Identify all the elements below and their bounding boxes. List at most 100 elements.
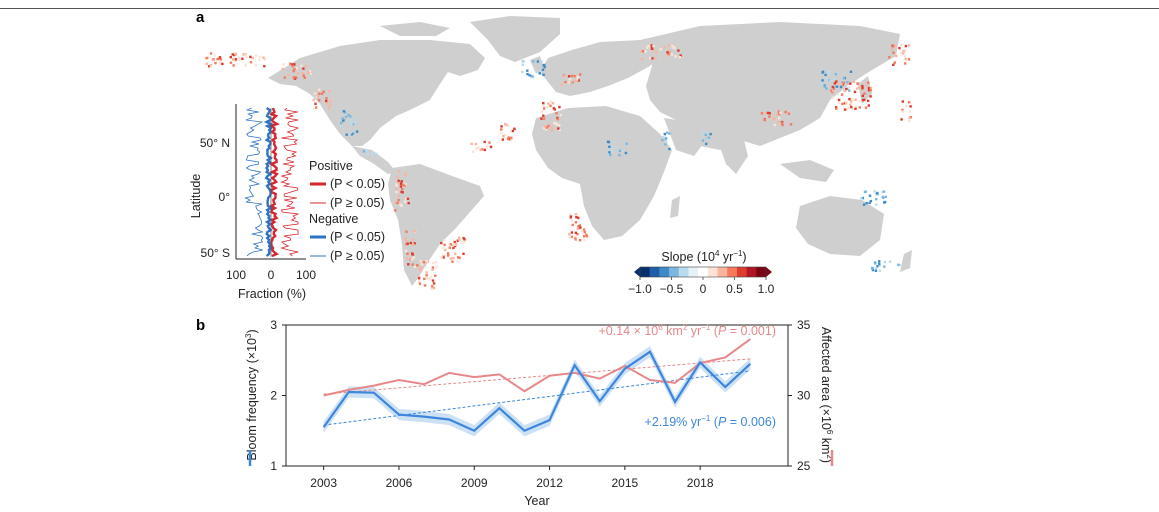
coast-marker xyxy=(888,56,891,59)
coast-marker xyxy=(608,145,611,148)
coast-marker xyxy=(871,267,874,270)
coast-marker xyxy=(281,67,284,71)
coast-marker xyxy=(664,137,668,140)
coast-marker xyxy=(768,112,771,115)
coast-marker xyxy=(555,123,558,126)
coast-marker xyxy=(312,98,315,102)
coast-marker xyxy=(662,136,665,139)
coast-marker xyxy=(671,44,674,48)
coast-marker xyxy=(884,195,887,198)
coast-marker xyxy=(835,106,838,109)
colorbar-low-arrow xyxy=(634,267,640,277)
coast-marker xyxy=(875,198,878,201)
coast-marker xyxy=(878,264,881,267)
coast-marker xyxy=(238,58,241,62)
coast-marker xyxy=(538,72,541,75)
coast-marker xyxy=(579,226,582,229)
coast-marker xyxy=(655,51,658,54)
coast-marker xyxy=(618,154,621,157)
x-tick-label: 2018 xyxy=(687,476,714,490)
inset-ytick-0: 0° xyxy=(219,190,231,204)
coast-marker xyxy=(542,64,545,67)
coast-marker xyxy=(205,62,208,65)
coast-marker xyxy=(883,200,887,204)
coast-marker xyxy=(328,107,331,110)
coast-marker xyxy=(221,62,224,66)
coast-marker xyxy=(863,92,866,95)
coast-marker xyxy=(447,252,450,255)
coast-marker xyxy=(679,54,682,57)
coast-marker xyxy=(667,44,671,47)
coast-marker xyxy=(569,215,573,218)
colorbar-cell xyxy=(746,267,757,277)
coast-marker xyxy=(846,81,849,84)
coast-marker xyxy=(442,256,445,259)
coast-marker xyxy=(540,110,543,113)
coast-marker xyxy=(863,98,866,101)
coast-marker xyxy=(402,183,405,187)
colorbar-tick-label: 0 xyxy=(700,282,707,296)
coast-marker xyxy=(827,72,830,75)
coast-marker xyxy=(869,199,873,203)
coast-marker xyxy=(789,123,793,126)
coast-marker xyxy=(830,89,833,92)
coast-marker xyxy=(532,60,535,63)
coast-marker xyxy=(463,240,466,243)
coast-marker xyxy=(780,121,784,125)
coast-marker xyxy=(577,225,580,228)
coast-marker xyxy=(904,62,907,65)
coast-marker xyxy=(307,71,310,74)
x-tick-label: 2009 xyxy=(461,476,488,490)
coast-marker xyxy=(291,64,295,68)
coast-marker xyxy=(477,146,480,149)
coast-marker xyxy=(852,80,856,83)
coast-marker xyxy=(448,246,451,249)
coast-marker xyxy=(843,70,846,74)
coast-marker xyxy=(411,263,414,266)
coast-marker xyxy=(893,61,896,64)
left-y-tick-label: 3 xyxy=(270,318,277,332)
coast-marker xyxy=(908,101,911,104)
coast-marker xyxy=(861,87,864,90)
coast-marker xyxy=(442,255,445,258)
coast-marker xyxy=(463,238,466,241)
coast-marker xyxy=(232,64,235,67)
coast-marker xyxy=(878,262,881,266)
world-map xyxy=(268,16,912,286)
coast-marker xyxy=(903,54,907,58)
coast-marker xyxy=(568,233,571,236)
coast-marker xyxy=(409,241,412,245)
legend-negative-title: Negative xyxy=(309,212,358,226)
coast-marker xyxy=(322,90,325,93)
coast-marker xyxy=(395,183,398,186)
coast-marker xyxy=(549,100,552,103)
coast-marker xyxy=(350,121,353,125)
coast-marker xyxy=(652,48,655,52)
coast-marker xyxy=(443,243,446,247)
coast-marker xyxy=(404,197,408,201)
coast-marker xyxy=(293,77,297,80)
coast-marker xyxy=(244,53,247,57)
arctic-islands xyxy=(380,22,450,36)
coast-marker xyxy=(840,82,843,86)
coast-marker xyxy=(640,49,643,53)
coast-marker xyxy=(407,263,410,266)
coast-marker xyxy=(431,268,434,271)
left-y-axis-label: Bloom frequency (×103) xyxy=(244,329,259,460)
coast-marker xyxy=(668,132,671,135)
coast-marker xyxy=(606,153,609,156)
coast-marker xyxy=(867,99,870,102)
coast-marker xyxy=(440,256,443,259)
coast-marker xyxy=(547,102,550,105)
coast-marker xyxy=(867,104,870,107)
coast-marker xyxy=(293,68,296,71)
x-tick-label: 2015 xyxy=(611,476,638,490)
coast-marker xyxy=(472,150,475,153)
coast-marker xyxy=(521,63,525,66)
colorbar-cells xyxy=(634,266,772,278)
coast-marker xyxy=(308,70,312,73)
coast-marker xyxy=(665,141,668,144)
coast-marker xyxy=(313,92,316,95)
coast-marker xyxy=(342,110,346,113)
coast-marker xyxy=(666,51,669,54)
